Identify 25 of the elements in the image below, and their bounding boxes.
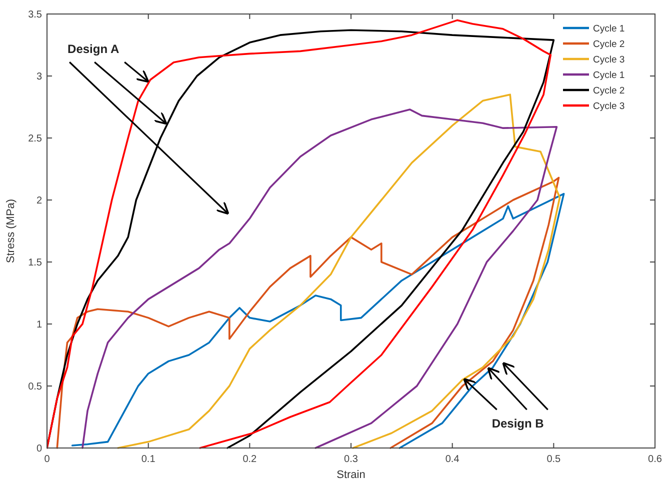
legend-label: Cycle 3 [593, 54, 625, 66]
x-tick-label: 0.2 [242, 454, 258, 465]
y-tick-label: 1 [36, 320, 42, 330]
y-axis-title: Stress (MPa) [5, 198, 17, 264]
x-tick-label: 0.1 [141, 454, 156, 465]
y-tick-label: 2 [36, 196, 42, 206]
y-tick-label: 1.5 [28, 258, 42, 268]
x-tick-label: 0.6 [648, 454, 662, 465]
legend-label: Cycle 1 [593, 24, 625, 34]
x-axis-title: Strain [336, 469, 366, 481]
legend-label: Cycle 2 [593, 86, 625, 96]
annotation: Design B [492, 416, 544, 431]
x-tick-label: 0.4 [445, 454, 460, 465]
legend-label: Cycle 3 [593, 101, 625, 112]
y-tick-label: 0.5 [28, 382, 42, 392]
x-tick-label: 0.5 [546, 454, 562, 465]
legend-label: Cycle 2 [593, 39, 625, 50]
x-tick-label: 0.3 [344, 454, 358, 465]
y-tick-label: 3.5 [28, 10, 42, 20]
x-tick-label: 0 [44, 454, 50, 465]
y-tick-label: 0 [36, 444, 42, 454]
y-tick-label: 3 [36, 72, 42, 82]
annotation: Design A [68, 42, 120, 56]
y-tick-label: 2.5 [28, 134, 42, 144]
legend-label: Cycle 1 [593, 70, 625, 81]
